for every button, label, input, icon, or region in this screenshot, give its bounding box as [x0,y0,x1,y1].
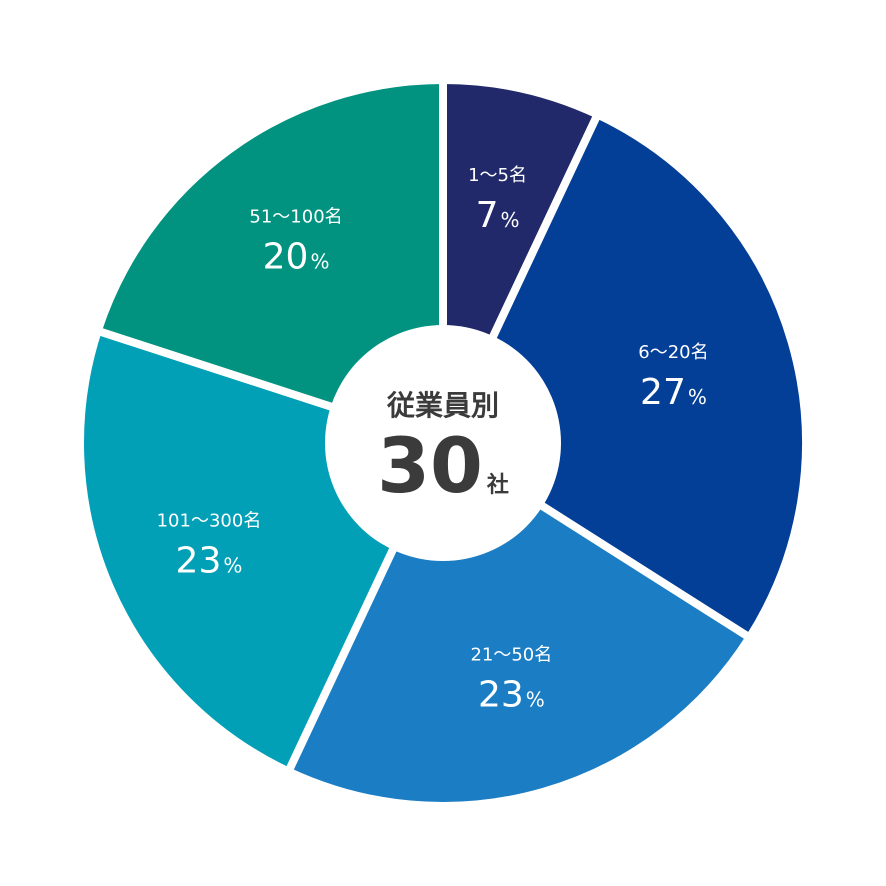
center-unit: 社 [487,472,509,498]
slice-percent-label: 7% [476,195,520,236]
pie-labels: 1〜5名 7% 6〜20名 27 % 21〜50名 23% 101〜300名 23 % 51〜100… [157,165,709,715]
slice-percent-label: 27% [640,372,707,413]
slice-category-label: 51〜100名 [249,207,342,228]
center-hole [325,325,561,561]
center-title: 従業員別 [386,389,499,422]
slice-percent-label: 23% [176,540,243,581]
slice-percent-sign: % [500,208,519,232]
slice-percent-sign: % [688,385,707,409]
slice-percent-label: 20% [263,237,330,278]
slice-category-label: 1〜5名 [468,165,527,186]
slice-category-label: 101〜300名 [157,510,262,531]
slice-percent-value: 27 [640,372,686,413]
center-total: 30 社 [377,421,509,510]
slice-percent-sign: % [526,687,545,711]
center-value: 30 [377,421,483,510]
slice-percent-label: 23% [478,674,545,715]
pie-slice-51-100 [92,75,447,449]
slice-percent-value: 23 [176,540,222,581]
slice-percent-sign: % [223,553,242,577]
slice-percent-value: 7 [476,195,499,236]
slice-category-label: 21〜50名 [470,644,552,665]
slice-percent-value: 20 [263,237,309,278]
pie-slice-6-20 [437,109,810,644]
slice-percent-value: 23 [478,674,524,715]
slice-category-label: 6〜20名 [638,342,708,363]
slice-percent-sign: % [310,250,329,274]
